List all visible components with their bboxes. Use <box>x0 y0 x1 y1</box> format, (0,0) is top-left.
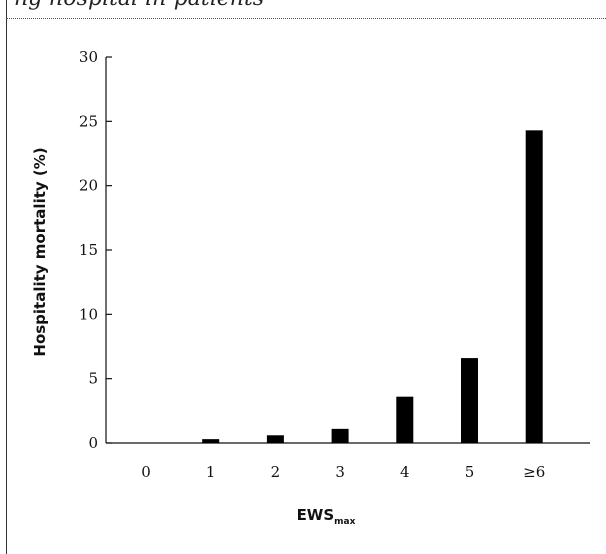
y-axis-title: Hospitality mortality (%) <box>31 147 49 356</box>
y-tick-label: 25 <box>79 112 98 130</box>
bar-2 <box>266 435 284 443</box>
y-tick-label: 0 <box>88 434 98 452</box>
x-tick-labels: 0 1 2 3 4 5 ≥6 <box>141 463 545 481</box>
x-tick-label: 5 <box>465 463 475 481</box>
x-tick-label: 0 <box>141 463 151 481</box>
y-tick-label: 5 <box>88 370 98 388</box>
y-tick-label: 10 <box>79 305 98 323</box>
x-tick-label: 4 <box>400 463 410 481</box>
x-axis-title-base: EWS <box>297 506 335 524</box>
x-tick-label: ≥6 <box>523 463 545 481</box>
x-axis-title: EWSmax <box>297 506 356 527</box>
y-tick-label: 30 <box>79 48 98 66</box>
caption-separator <box>6 18 606 19</box>
bar-3 <box>331 428 349 443</box>
x-axis-title-subscript: max <box>334 517 355 527</box>
bar-6 <box>525 130 543 443</box>
y-tick-label: 15 <box>79 241 98 259</box>
page-frame-left-border <box>6 0 7 554</box>
bar-1 <box>202 439 220 443</box>
x-tick-label: 1 <box>206 463 216 481</box>
y-tick-label: 20 <box>79 177 98 195</box>
bars <box>202 130 543 443</box>
chart-axes <box>105 57 590 444</box>
y-ticks: 0 5 10 15 20 25 30 <box>79 48 112 452</box>
bar-5 <box>461 358 478 443</box>
bar-4 <box>396 396 414 443</box>
figure-caption: ng hospital in-patients <box>14 0 264 11</box>
x-tick-label: 2 <box>271 463 281 481</box>
x-tick-label: 3 <box>335 463 345 481</box>
